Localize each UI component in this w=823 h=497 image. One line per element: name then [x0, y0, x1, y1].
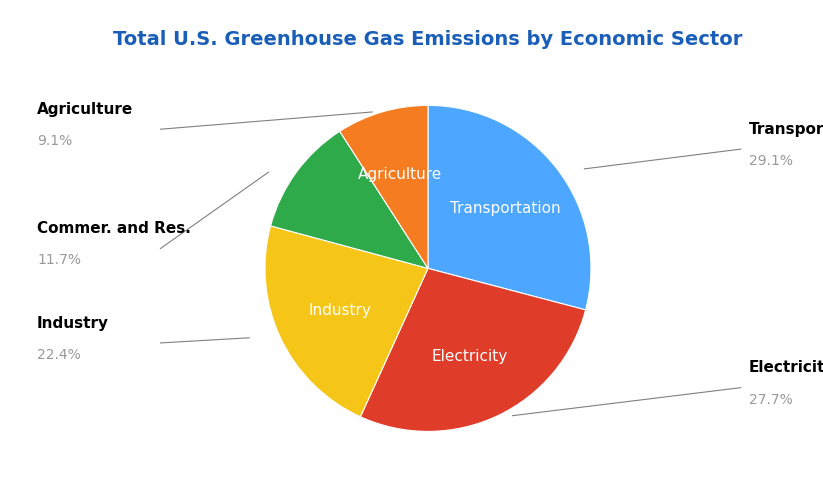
Text: Electricity: Electricity	[432, 349, 508, 364]
Text: Electricity: Electricity	[749, 360, 823, 375]
Text: 11.7%: 11.7%	[37, 253, 81, 267]
Text: Transportation: Transportation	[749, 122, 823, 137]
Text: Commer. and Res.: Commer. and Res.	[37, 221, 191, 236]
Wedge shape	[265, 226, 428, 417]
Wedge shape	[428, 105, 591, 310]
Wedge shape	[360, 268, 586, 431]
Text: Industry: Industry	[37, 316, 109, 331]
Text: Agriculture: Agriculture	[358, 167, 443, 182]
Text: Agriculture: Agriculture	[37, 102, 133, 117]
Wedge shape	[340, 105, 428, 268]
Wedge shape	[271, 131, 428, 268]
Text: Total U.S. Greenhouse Gas Emissions by Economic Sector: Total U.S. Greenhouse Gas Emissions by E…	[114, 30, 742, 49]
Text: 22.4%: 22.4%	[37, 348, 81, 362]
Text: Industry: Industry	[308, 303, 371, 318]
Text: 29.1%: 29.1%	[749, 154, 793, 168]
Text: Transportation: Transportation	[450, 201, 560, 216]
Text: 27.7%: 27.7%	[749, 393, 793, 407]
Text: 9.1%: 9.1%	[37, 134, 72, 148]
